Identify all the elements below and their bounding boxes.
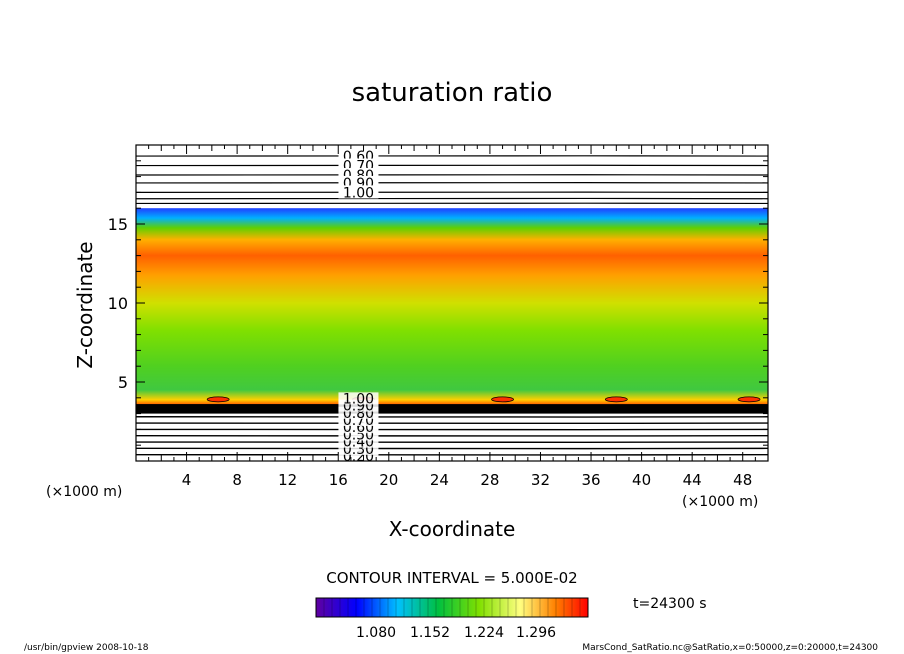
contour-interval-label: CONTOUR INTERVAL = 5.000E-02: [326, 569, 577, 587]
contour-line-upper: [135, 197, 769, 200]
x-axis-label: X-coordinate: [389, 517, 516, 541]
colorbar-tick-label: 1.224: [464, 625, 504, 641]
upper-contour-lines: [135, 155, 769, 205]
chart-title: saturation ratio: [352, 78, 553, 108]
x-tick-label: 48: [733, 471, 752, 489]
colorbar-tick-label: 1.296: [516, 625, 556, 641]
footer-left: /usr/bin/gpview 2008-10-18: [24, 643, 149, 653]
y-tick-label: 15: [108, 215, 128, 234]
x-tick-label: 20: [379, 471, 398, 489]
contour-label-bg: [338, 392, 379, 405]
contour-line-lower: [135, 434, 769, 437]
contour-line-upper: [135, 182, 769, 184]
upper-contour-labels: 0.600.700.800.901.00: [338, 149, 379, 201]
contour-blob: [491, 396, 514, 403]
y-ticks: 5 10 15: [108, 144, 768, 462]
x-tick-label: 28: [480, 471, 499, 489]
x-tick-label: 40: [632, 471, 651, 489]
contour-line-upper: [135, 202, 769, 205]
contour-line-lower: [135, 415, 769, 418]
x-unit-left: (×1000 m): [46, 484, 122, 500]
lower-contour-lines: [135, 403, 769, 456]
y-tick-label: 5: [118, 373, 128, 392]
x-tick-label: 4: [182, 471, 192, 489]
footer-right: MarsCond_SatRatio.nc@SatRatio,x=0:50000,…: [582, 643, 878, 653]
contour-blob: [206, 396, 230, 403]
contour-blob: [737, 396, 761, 403]
x-tick-label: 44: [683, 471, 702, 489]
x-tick-label: 36: [581, 471, 600, 489]
x-tick-label: 24: [430, 471, 449, 489]
x-tick-label: 12: [278, 471, 297, 489]
colorbar-tick-labels: 1.080 1.152 1.224 1.296: [356, 625, 556, 641]
contour-label: 1.00: [343, 391, 374, 407]
y-axis-label: Z-coordinate: [73, 241, 97, 368]
x-tick-label: 32: [531, 471, 550, 489]
x-ticks: 4 8 12 16 20 24 28 32 36 40 44 48: [135, 145, 769, 489]
contour-label-bg: [338, 185, 379, 199]
time-label: t=24300 s: [633, 596, 707, 612]
contour-line-upper: [135, 164, 769, 167]
contour-line-lower: [135, 447, 769, 450]
colorbar-stripes: [323, 598, 581, 617]
y-tick-label: 10: [108, 294, 128, 313]
contour-line-lower: [135, 422, 769, 425]
lower-contour-labels: 0.200.300.400.500.600.700.800.901.00: [338, 391, 379, 465]
contour-label: 1.00: [343, 185, 374, 201]
contour-line-lower: [135, 453, 769, 456]
contour-blob: [604, 396, 628, 403]
x-unit-right: (×1000 m): [682, 494, 758, 510]
contour-line-lower: [135, 441, 769, 444]
contour-line-lower: [135, 428, 769, 431]
colorbar-tick-label: 1.080: [356, 625, 396, 641]
colorbar-tick-label: 1.152: [410, 625, 450, 641]
colorbar-fill: [315, 597, 589, 618]
contour-line-upper: [135, 174, 769, 176]
x-tick-label: 16: [329, 471, 348, 489]
dense-contour-band: [136, 404, 768, 414]
x-tick-label: 8: [232, 471, 242, 489]
contour-line-upper: [135, 191, 769, 194]
colored-field: [136, 208, 768, 406]
contour-line-upper: [135, 155, 769, 157]
colorbar: 1.080 1.152 1.224 1.296: [315, 597, 589, 641]
plot-area: 0.600.700.800.901.00 0.200.300.400.500.6…: [108, 144, 769, 489]
